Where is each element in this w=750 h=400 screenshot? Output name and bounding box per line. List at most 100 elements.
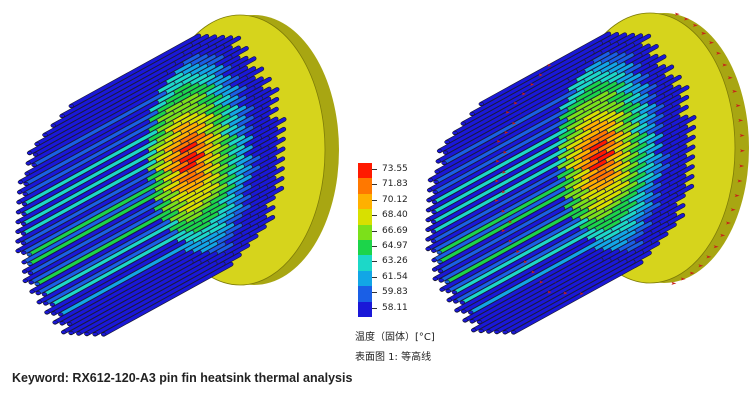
- pin-fin-tip: [445, 289, 451, 293]
- pin-fin-tip: [36, 300, 42, 304]
- pin-fin: [42, 220, 179, 296]
- pin-fin-tip: [34, 142, 40, 146]
- flow-arrow: [508, 239, 513, 243]
- pin-fin: [477, 248, 612, 324]
- pin-fin-tip: [31, 163, 37, 167]
- pin-fin: [32, 91, 167, 167]
- pin-fin: [426, 177, 558, 251]
- pin-fin: [455, 237, 588, 312]
- pin-fin: [50, 230, 186, 307]
- flow-arrow: [701, 31, 707, 35]
- pin-fin: [452, 218, 589, 294]
- flow-arrow: [563, 291, 568, 295]
- pin-fin-tip: [28, 280, 34, 285]
- pin-fin: [16, 169, 148, 243]
- flow-arrow: [689, 271, 695, 275]
- pin-fin: [24, 110, 158, 186]
- flow-arrow: [494, 179, 499, 183]
- pin-fin: [427, 127, 560, 202]
- pin-fin-tip: [442, 150, 449, 155]
- legend-tick-mark: [372, 276, 377, 278]
- pin-fin-tip: [510, 330, 517, 335]
- flow-arrow: [674, 12, 680, 16]
- flow-arrow: [501, 229, 506, 233]
- pin-fin-tip: [23, 181, 29, 186]
- flow-arrow: [735, 104, 741, 108]
- pin-fin-tip: [431, 200, 438, 204]
- pin-fin-tip: [468, 310, 474, 315]
- pin-fin: [22, 189, 156, 264]
- pin-fin: [439, 207, 573, 282]
- legend-value-label: 59.83: [382, 287, 408, 298]
- legend-color-swatch: [358, 178, 372, 194]
- pin-fin: [479, 258, 611, 333]
- legend-value-label: 58.11: [382, 302, 408, 313]
- legend-value-label: 71.83: [382, 179, 408, 190]
- pin-fin: [432, 128, 568, 204]
- pin-fin-tip: [15, 239, 21, 244]
- pin-fin: [28, 189, 164, 266]
- pin-fin: [21, 169, 156, 245]
- pin-fin-tip: [15, 249, 21, 253]
- pin-fin: [51, 52, 184, 128]
- pin-fin-tip: [26, 151, 33, 155]
- flow-arrow: [680, 277, 686, 281]
- pin-fin-tip: [26, 252, 33, 257]
- legend-unit-label: 温度（固体）[°C]: [355, 332, 435, 343]
- pin-fin-tip: [430, 219, 437, 224]
- pin-fin: [27, 81, 159, 155]
- pin-fin: [433, 118, 568, 194]
- pin-fin-tip: [444, 140, 450, 144]
- pin-fin-tip: [436, 250, 443, 255]
- pin-fin-tip: [29, 289, 35, 294]
- pin-fin: [52, 240, 186, 316]
- legend-value-label: 63.26: [382, 256, 408, 267]
- heatsink-model: [425, 12, 749, 335]
- pin-fin-tip: [20, 221, 27, 226]
- pin-fin: [469, 238, 604, 315]
- pin-fin: [434, 108, 568, 184]
- pin-fin: [443, 79, 577, 155]
- pin-fin-tip: [58, 312, 64, 317]
- pin-fin: [461, 50, 594, 126]
- pin-fin-tip: [478, 329, 484, 333]
- pin-fin-tip: [51, 311, 57, 316]
- pin-fin-tip: [43, 301, 49, 306]
- pin-fin-tip: [25, 161, 31, 166]
- pin-fin: [17, 129, 150, 204]
- pin-fin-tip: [439, 287, 445, 292]
- pin-fin-tip: [32, 152, 39, 157]
- flow-arrow: [501, 190, 506, 194]
- pin-fin: [442, 89, 577, 165]
- pin-fin: [21, 159, 157, 236]
- flow-arrow: [709, 41, 715, 45]
- pin-fin-tip: [15, 229, 21, 234]
- pin-fin: [438, 187, 574, 264]
- pin-fin-tip: [41, 292, 48, 297]
- pin-fin: [25, 100, 159, 176]
- pin-fin-tip: [435, 159, 441, 164]
- pin-fin: [427, 118, 560, 192]
- flow-arrow: [732, 89, 738, 93]
- pin-fin-tip: [476, 320, 483, 324]
- flow-arrow: [502, 170, 507, 174]
- pin-fin: [16, 149, 149, 224]
- pin-fin: [22, 130, 158, 206]
- pin-fin-tip: [60, 330, 67, 334]
- legend-value-label: 70.12: [382, 194, 408, 205]
- flow-arrow: [503, 150, 508, 154]
- flow-arrow: [496, 139, 501, 143]
- pin-fin: [44, 229, 178, 305]
- legend-plot-label: 表面图 1: 等高线: [355, 352, 432, 363]
- pin-fin: [35, 209, 171, 286]
- pin-fin: [432, 197, 565, 272]
- pin-fin: [445, 69, 578, 144]
- pin-fin-tip: [68, 104, 74, 108]
- pin-fin-array: [425, 31, 697, 335]
- pin-fin-tip: [27, 271, 34, 275]
- flow-arrow: [547, 63, 552, 67]
- pin-fin: [454, 227, 588, 303]
- legend-tick-mark: [372, 184, 377, 186]
- pin-fin: [437, 79, 569, 153]
- pin-fin: [22, 179, 156, 255]
